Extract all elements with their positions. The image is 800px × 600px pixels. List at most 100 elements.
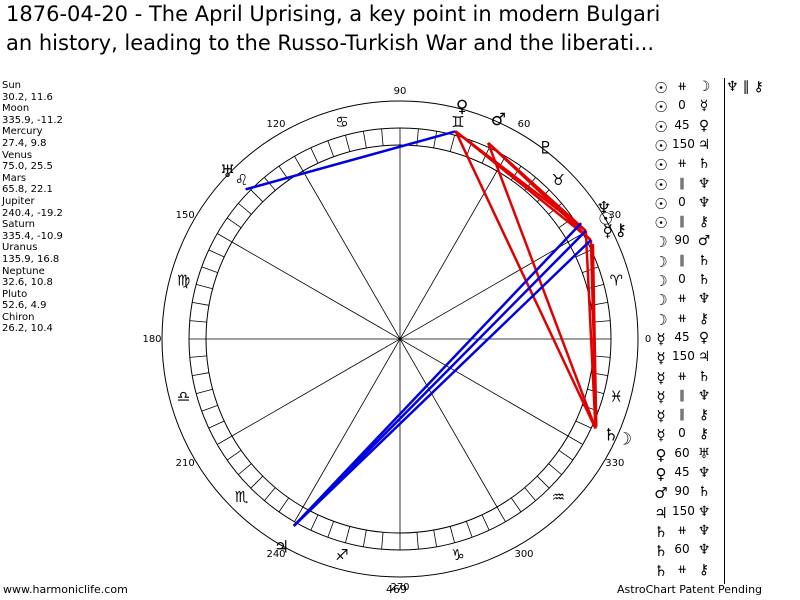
degree-tick bbox=[362, 529, 367, 547]
gemini-icon: ♊ bbox=[451, 113, 464, 131]
mars-icon: ♂ bbox=[491, 110, 506, 130]
capricorn-icon: ♑ bbox=[451, 546, 464, 564]
aspect-planet-1: ☽ bbox=[654, 291, 668, 310]
aspect-line bbox=[292, 239, 592, 527]
degree-label-30: 30 bbox=[608, 210, 621, 221]
aspect-symbol: ∥ bbox=[679, 407, 685, 422]
aspect-planet-1: ♄ bbox=[654, 542, 668, 561]
aspect-planet-1: ☉ bbox=[654, 136, 668, 155]
aspect-planet-1: ☉ bbox=[654, 117, 668, 136]
degree-tick bbox=[238, 203, 252, 215]
taurus-icon: ♉ bbox=[552, 171, 565, 189]
degree-tick bbox=[536, 475, 550, 489]
degree-tick bbox=[310, 147, 319, 164]
aspect-line bbox=[292, 229, 587, 527]
aspect-symbol: 150 bbox=[672, 503, 695, 518]
degree-tick bbox=[481, 514, 490, 531]
moon-icon: ☽ bbox=[617, 429, 632, 449]
aspect-planet-1: ☉ bbox=[654, 156, 668, 175]
aspect-symbol: 0 bbox=[678, 194, 686, 209]
aspect-line bbox=[487, 141, 592, 241]
degree-tick bbox=[192, 372, 210, 377]
leo-icon: ♌ bbox=[235, 171, 248, 189]
aspect-symbol: 0 bbox=[678, 426, 686, 441]
degree-tick bbox=[575, 249, 592, 258]
aspect-planet-2: ♆ bbox=[697, 291, 711, 308]
planet-coords-mars: 65.8, 22.1 bbox=[2, 184, 53, 196]
degree-tick bbox=[524, 487, 536, 501]
degree-label-300: 300 bbox=[514, 549, 533, 560]
top-aspect-planet-2: ⚷ bbox=[753, 79, 764, 95]
aspect-list-divider bbox=[724, 78, 725, 584]
cancer-icon: ♋ bbox=[335, 113, 348, 131]
degree-tick bbox=[567, 435, 583, 445]
aspect-planet-2: ♄ bbox=[697, 156, 711, 173]
degree-tick bbox=[226, 217, 242, 229]
aspect-planet-2: ♂ bbox=[697, 233, 711, 250]
aspect-symbol: 45 bbox=[674, 329, 690, 344]
aspect-planet-1: ☿ bbox=[656, 349, 666, 368]
scorpio-icon: ♏ bbox=[235, 488, 249, 506]
degree-tick bbox=[217, 233, 233, 243]
aspect-symbol: ∥ bbox=[679, 387, 685, 402]
aspect-planet-2: ♀ bbox=[698, 329, 710, 346]
aspect-planet-1: ☉ bbox=[654, 175, 668, 194]
degree-tick bbox=[208, 249, 225, 258]
aspect-planet-2: ♆ bbox=[697, 194, 711, 211]
venus-icon: ♀ bbox=[456, 97, 468, 117]
aspect-planet-1: ☿ bbox=[656, 387, 666, 406]
degree-label-90: 90 bbox=[394, 86, 407, 97]
degree-tick bbox=[310, 514, 319, 531]
planet-coords-chiron: 26.2, 10.4 bbox=[2, 323, 53, 335]
aspect-planet-1: ☉ bbox=[654, 98, 668, 117]
planet-name-mars: Mars bbox=[2, 172, 27, 184]
planet-coords-uranus: 135.9, 16.8 bbox=[2, 253, 60, 265]
degree-tick bbox=[226, 449, 242, 461]
aspect-planet-2: ♄ bbox=[697, 252, 711, 269]
degree-label-180: 180 bbox=[142, 334, 161, 345]
degree-label-150: 150 bbox=[176, 210, 195, 221]
aspect-planet-1: ☉ bbox=[654, 79, 668, 97]
aspect-planet-2: ♅ bbox=[697, 445, 711, 462]
division-spokes bbox=[206, 145, 594, 533]
aspect-planet-1: ♂ bbox=[654, 484, 668, 503]
aspect-planet-1: ☿ bbox=[656, 329, 666, 348]
aspect-symbol: ⧺ bbox=[676, 310, 688, 325]
harmonic-number: 469 bbox=[386, 583, 407, 596]
planet-name-moon: Moon bbox=[2, 103, 30, 115]
aspect-lines bbox=[245, 130, 598, 527]
degree-tick bbox=[208, 420, 225, 429]
outer-circle bbox=[161, 100, 639, 578]
website-link[interactable]: www.harmoniclife.com bbox=[3, 583, 128, 596]
planet-coords-pluto: 52.6, 4.9 bbox=[2, 300, 47, 312]
degree-label-0: 0 bbox=[645, 334, 651, 345]
aspect-symbol: 0 bbox=[678, 272, 686, 286]
aspect-planet-2: ♀ bbox=[698, 117, 710, 134]
degree-tick bbox=[250, 189, 264, 203]
degree-labels: 0 30 60 90 120 150 180 210 240 270 300 330 bbox=[142, 86, 651, 593]
planet-name-sun: Sun bbox=[2, 80, 22, 91]
aspect-planet-2: ♄ bbox=[697, 368, 711, 385]
aspect-symbol: ∥ bbox=[679, 252, 685, 267]
mercury-icon: ☿ bbox=[603, 221, 613, 241]
title-line-2: an history, leading to the Russo-Turkish… bbox=[6, 31, 655, 55]
degree-tick bbox=[196, 284, 213, 290]
degree-tick bbox=[587, 284, 604, 290]
degree-tick bbox=[327, 521, 335, 538]
aspect-planet-2: ⚷ bbox=[698, 310, 710, 327]
pisces-icon: ♓ bbox=[610, 387, 623, 405]
aspect-planet-2: ♆ bbox=[697, 175, 711, 192]
degree-tick bbox=[548, 463, 562, 475]
degree-tick bbox=[192, 301, 210, 306]
degree-tick bbox=[217, 435, 233, 445]
degree-tick bbox=[201, 266, 218, 274]
planet-coords-venus: 75.0, 25.5 bbox=[2, 161, 53, 173]
aspect-planet-1: ☽ bbox=[654, 233, 668, 252]
aspect-planet-1: ☽ bbox=[654, 310, 668, 329]
aspect-symbol: ⧺ bbox=[676, 522, 688, 537]
planet-name-neptune: Neptune bbox=[2, 265, 45, 277]
degree-label-330: 330 bbox=[605, 458, 624, 469]
aspect-planet-2: ⚷ bbox=[698, 214, 710, 231]
degree-tick bbox=[465, 521, 473, 538]
aspect-planet-2: ♆ bbox=[697, 503, 711, 520]
